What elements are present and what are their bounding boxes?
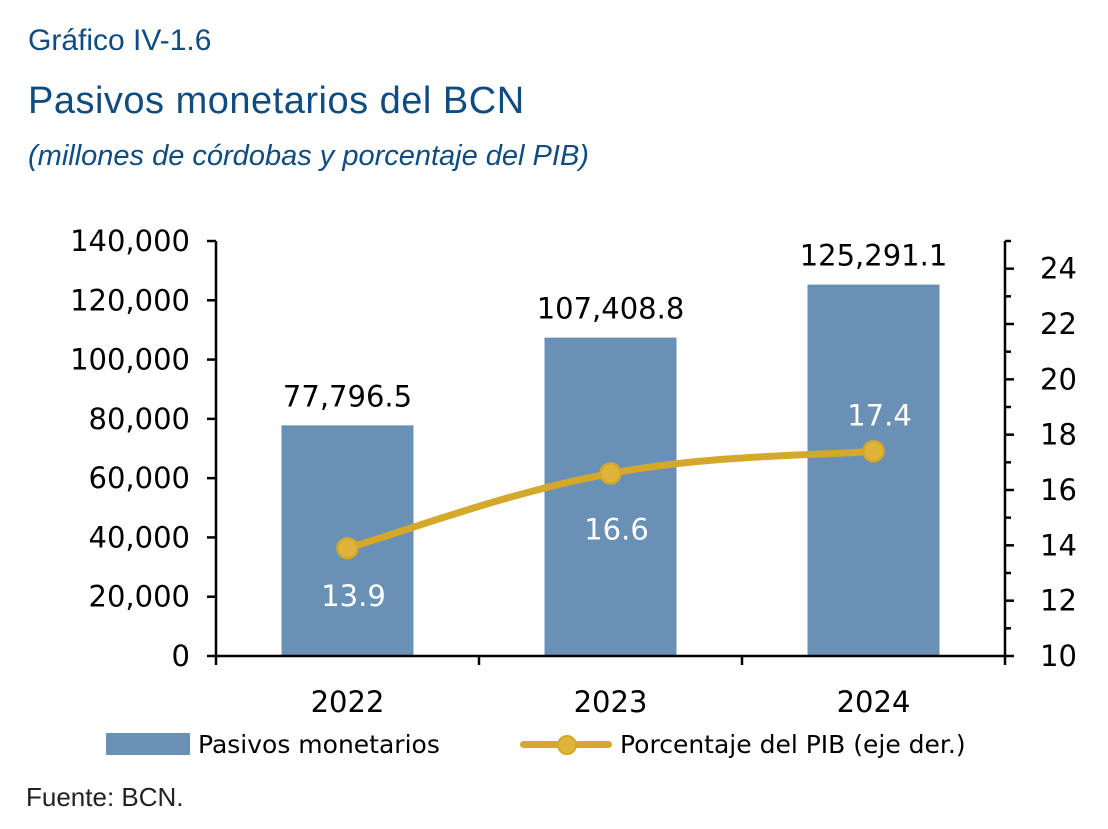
y-left-tick-label: 140,000	[70, 224, 190, 258]
x-tick-label-2024: 2024	[837, 685, 911, 719]
y-right-tick-label: 12	[1040, 584, 1077, 618]
line-value-label-2023: 16.6	[584, 512, 649, 546]
y-left-tick-label: 20,000	[89, 580, 190, 614]
bar-value-label-2024: 125,291.1	[800, 239, 948, 273]
line-value-label-2022: 13.9	[321, 579, 386, 613]
chart-title: Pasivos monetarios del BCN	[28, 80, 525, 122]
bar-2023	[544, 337, 677, 656]
y-left-tick-label: 100,000	[70, 343, 190, 377]
y-left-tick-label: 0	[172, 639, 190, 673]
legend-item-line: Porcentaje del PIB (eje der.)	[520, 726, 966, 762]
chart-subtitle: (millones de córdobas y porcentaje del P…	[28, 140, 589, 172]
y-left-tick-label: 40,000	[89, 520, 190, 554]
y-left-tick-label: 60,000	[89, 461, 190, 495]
y-right-tick-label: 10	[1040, 639, 1077, 673]
y-left-tick-label: 120,000	[70, 283, 190, 317]
line-value-label-2024: 17.4	[847, 398, 912, 432]
source-note: Fuente: BCN.	[26, 782, 184, 812]
y-left-tick-label: 80,000	[89, 402, 190, 436]
legend-label-line: Porcentaje del PIB (eje der.)	[620, 729, 966, 759]
y-right-tick-label: 24	[1040, 252, 1077, 286]
legend-bar-swatch	[106, 733, 190, 755]
line-point-2024	[862, 440, 885, 463]
x-tick-label-2022: 2022	[311, 685, 385, 719]
legend-label-bars: Pasivos monetarios	[198, 729, 440, 759]
legend-item-bars: Pasivos monetarios	[106, 726, 440, 762]
y-right-tick-label: 20	[1040, 362, 1077, 396]
legend: Pasivos monetarios Porcentaje del PIB (e…	[0, 726, 1108, 762]
bar-value-label-2023: 107,408.8	[537, 292, 685, 326]
y-right-tick-label: 14	[1040, 528, 1077, 562]
line-point-2023	[599, 462, 622, 485]
y-right-tick-label: 18	[1040, 418, 1077, 452]
x-tick-label-2023: 2023	[574, 685, 648, 719]
legend-line-swatch	[520, 726, 612, 762]
y-right-tick-label: 22	[1040, 307, 1077, 341]
y-right-tick-label: 16	[1040, 473, 1077, 507]
bar-value-label-2022: 77,796.5	[283, 379, 412, 413]
line-point-2022	[336, 536, 359, 560]
bar-2024	[807, 284, 940, 656]
chart-number-label: Gráfico IV-1.6	[28, 24, 212, 57]
